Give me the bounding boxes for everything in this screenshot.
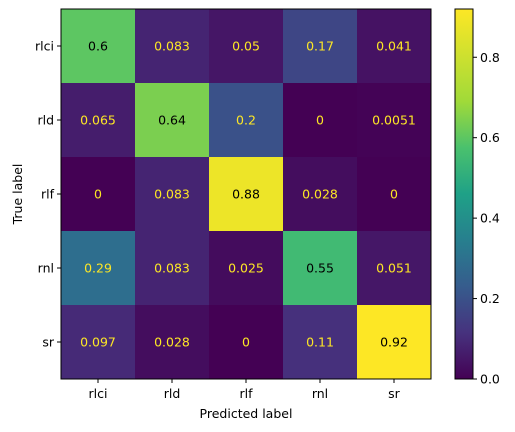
cell-value-label: 0 xyxy=(94,187,102,202)
heatmap-cell xyxy=(209,9,284,84)
heatmap-cell xyxy=(283,9,358,84)
heatmap-cell xyxy=(135,305,210,380)
cell-value-label: 0.0051 xyxy=(372,113,416,128)
cell-value-label: 0.083 xyxy=(154,39,190,54)
colorbar-tick-label: 0.0 xyxy=(480,372,500,387)
cell-value-label: 0.29 xyxy=(84,261,112,276)
heatmap-cell xyxy=(283,83,358,158)
y-axis-ticks: rlci rld rlf rnl sr xyxy=(35,39,61,350)
y-tick-label: rlf xyxy=(41,187,55,202)
cell-value-label: 0.025 xyxy=(228,261,264,276)
y-axis-label: True label xyxy=(10,164,25,226)
y-tick-label: rlci xyxy=(35,39,54,54)
cell-value-label: 0 xyxy=(316,113,324,128)
colorbar-ticks: 0.0 0.2 0.4 0.6 0.8 xyxy=(473,50,500,387)
heatmap-cell xyxy=(135,157,210,232)
cell-value-label: 0.051 xyxy=(376,261,412,276)
colorbar-tick-label: 0.2 xyxy=(480,291,500,306)
cell-value-label: 0.64 xyxy=(158,113,186,128)
heatmap-cell xyxy=(283,305,358,380)
heatmap-cell xyxy=(357,83,432,158)
heatmap-cells xyxy=(61,9,432,380)
heatmap-cell xyxy=(61,305,136,380)
cell-value-label: 0.2 xyxy=(236,113,256,128)
heatmap-cell xyxy=(61,157,136,232)
cell-value-label: 0.083 xyxy=(154,187,190,202)
cell-value-label: 0.041 xyxy=(376,39,412,54)
x-tick-label: rlci xyxy=(89,386,108,401)
heatmap-value-labels: 0.6 0.083 0.05 0.17 0.041 0.065 0.64 0.2 0 0.0051… xyxy=(80,39,416,350)
heatmap-cell xyxy=(283,157,358,232)
y-tick-label: rnl xyxy=(38,261,54,276)
heatmap-cell xyxy=(283,231,358,306)
colorbar-tick-label: 0.6 xyxy=(480,130,500,145)
cell-value-label: 0 xyxy=(390,187,398,202)
heatmap-cell xyxy=(61,9,136,84)
cell-value-label: 0.028 xyxy=(302,187,338,202)
heatmap-cell xyxy=(357,231,432,306)
x-axis-label: Predicted label xyxy=(200,406,293,421)
heatmap-cell xyxy=(209,305,284,380)
colorbar-tick-label: 0.8 xyxy=(480,50,500,65)
heatmap-cell xyxy=(61,231,136,306)
x-tick-label: rnl xyxy=(312,386,328,401)
heatmap-cell xyxy=(357,157,432,232)
cell-value-label: 0.097 xyxy=(80,335,116,350)
cell-value-label: 0.17 xyxy=(306,39,334,54)
x-axis-ticks: rlci rld rlf rnl sr xyxy=(89,379,401,401)
cell-value-label: 0.05 xyxy=(232,39,260,54)
cell-value-label: 0.6 xyxy=(88,39,108,54)
heatmap-cell xyxy=(209,83,284,158)
heatmap-cell xyxy=(135,83,210,158)
cell-value-label: 0.065 xyxy=(80,113,116,128)
cell-value-label: 0.88 xyxy=(232,187,260,202)
y-tick-label: rld xyxy=(37,113,54,128)
y-tick-label: sr xyxy=(42,335,55,350)
cell-value-label: 0.028 xyxy=(154,335,190,350)
x-tick-label: rlf xyxy=(239,386,253,401)
cell-value-label: 0.083 xyxy=(154,261,190,276)
heatmap-cell xyxy=(357,9,432,84)
cell-value-label: 0 xyxy=(242,335,250,350)
heatmap-cell xyxy=(209,231,284,306)
heatmap-cell xyxy=(135,231,210,306)
cell-value-label: 0.11 xyxy=(306,335,334,350)
heatmap-cell xyxy=(209,157,284,232)
heatmap-cell xyxy=(357,305,432,380)
cell-value-label: 0.92 xyxy=(380,335,408,350)
cell-value-label: 0.55 xyxy=(306,261,334,276)
colorbar xyxy=(454,8,474,380)
colorbar-tick-label: 0.4 xyxy=(480,211,500,226)
x-tick-label: rld xyxy=(164,386,181,401)
heatmap-cell xyxy=(61,83,136,158)
x-tick-label: sr xyxy=(388,386,401,401)
heatmap-cell xyxy=(135,9,210,84)
